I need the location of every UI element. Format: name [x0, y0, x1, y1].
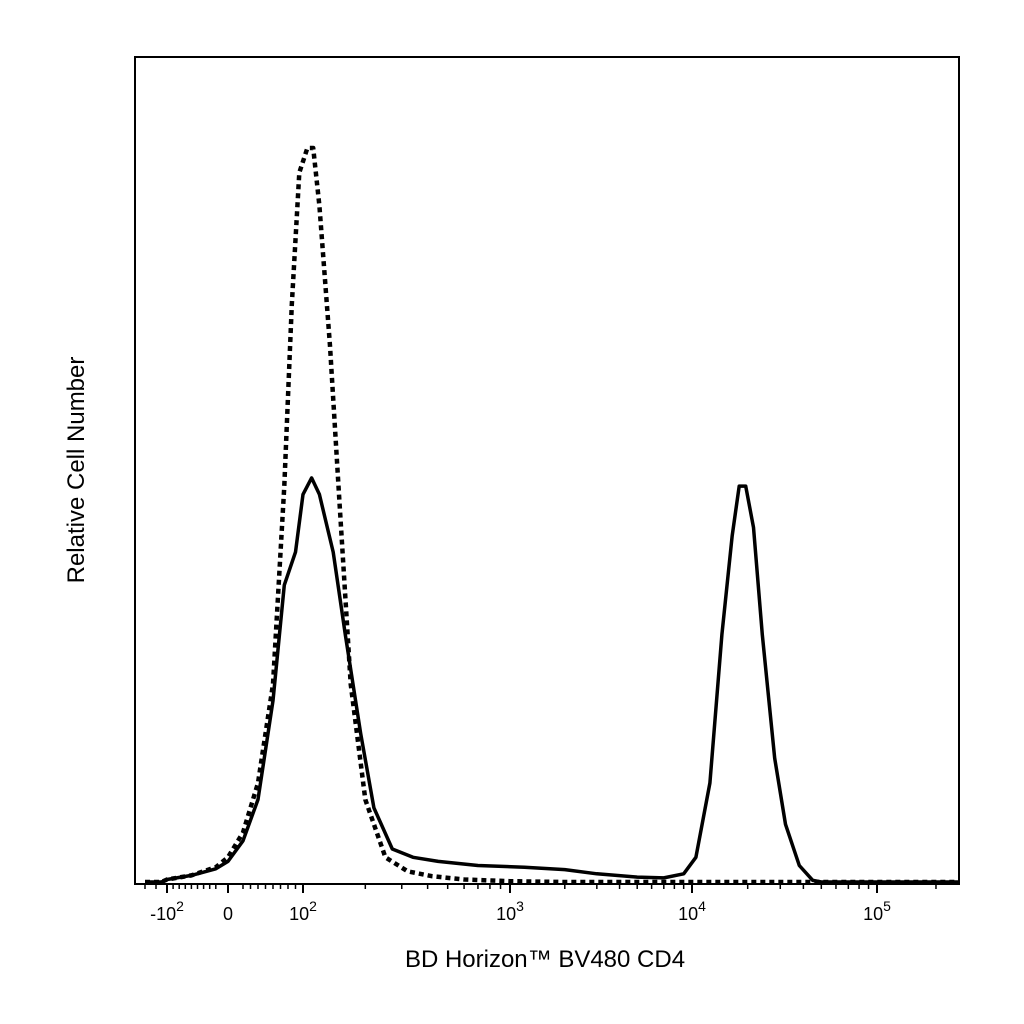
- x-tick-label: 104: [678, 898, 706, 924]
- x-tick-label: 0: [223, 904, 233, 924]
- y-axis-label: Relative Cell Number: [63, 357, 90, 584]
- x-axis-label: BD Horizon™ BV480 CD4: [405, 946, 685, 973]
- x-tick-label: -102: [150, 898, 184, 924]
- x-tick-label: 102: [289, 898, 317, 924]
- series-layer: [145, 145, 959, 885]
- x-tick-labels: -102 0 102 103 104 105: [150, 898, 891, 924]
- series-dotted-line: [145, 145, 959, 885]
- series-solid-line: [145, 476, 959, 884]
- x-tick-label: 103: [496, 898, 524, 924]
- major-ticks: [166, 884, 878, 893]
- x-tick-label: 105: [863, 898, 891, 924]
- plot-frame: [134, 56, 960, 885]
- minor-ticks: [144, 884, 937, 889]
